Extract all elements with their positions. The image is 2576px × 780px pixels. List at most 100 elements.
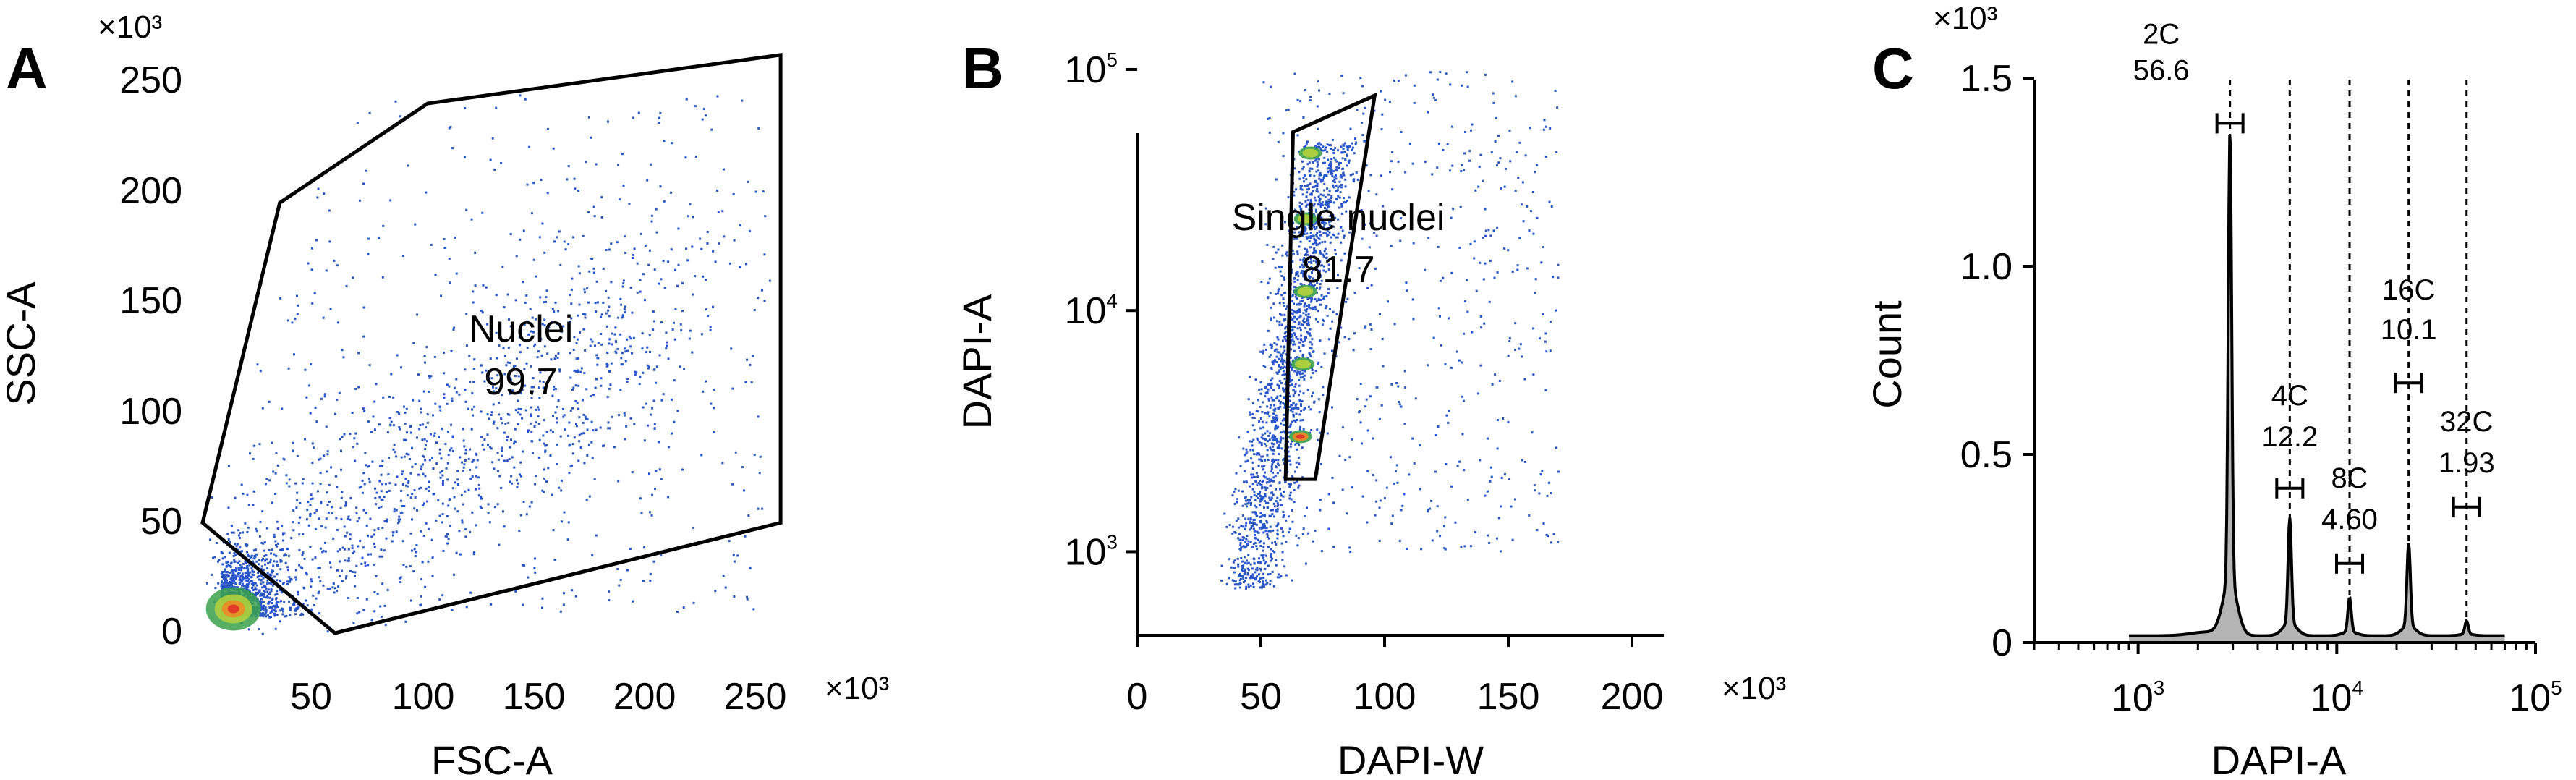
panel-a-y-ticks: 0 50 100 150 200 250 xyxy=(119,59,182,653)
event-dot xyxy=(594,302,597,305)
event-dot xyxy=(1264,486,1267,489)
event-dot xyxy=(629,548,632,550)
event-dot xyxy=(1474,189,1477,192)
event-dot xyxy=(1294,237,1296,240)
event-dot xyxy=(1521,181,1524,184)
event-dot xyxy=(1292,326,1295,328)
event-dot xyxy=(1251,467,1254,470)
event-dot xyxy=(1302,312,1305,315)
event-dot xyxy=(387,473,390,475)
event-dot xyxy=(1295,274,1298,276)
event-dot xyxy=(282,533,284,536)
event-dot xyxy=(264,607,267,609)
event-dot xyxy=(1261,420,1264,423)
event-dot xyxy=(590,338,592,341)
event-dot xyxy=(239,564,242,567)
event-dot xyxy=(1291,312,1293,315)
event-dot xyxy=(1257,399,1259,402)
event-dot xyxy=(267,561,270,564)
event-dot xyxy=(1319,205,1322,208)
event-dot xyxy=(252,589,255,591)
event-dot xyxy=(621,285,624,288)
event-dot xyxy=(1247,554,1250,556)
event-dot xyxy=(1296,466,1298,469)
event-dot xyxy=(231,581,234,584)
event-dot xyxy=(508,458,511,460)
event-dot xyxy=(1483,322,1486,325)
event-dot xyxy=(1259,405,1262,408)
event-dot xyxy=(1298,347,1301,349)
event-dot xyxy=(341,546,344,549)
event-dot xyxy=(1276,576,1279,579)
event-dot xyxy=(562,603,565,606)
event-dot xyxy=(501,266,504,268)
event-dot xyxy=(538,397,541,399)
event-dot xyxy=(276,573,279,576)
event-dot xyxy=(1291,520,1294,523)
event-dot xyxy=(419,604,422,607)
event-dot xyxy=(1298,211,1301,214)
panel-b-x-label: DAPI-W xyxy=(1338,737,1484,780)
event-dot xyxy=(1271,360,1274,363)
event-dot xyxy=(252,490,255,493)
event-dot xyxy=(1445,72,1448,75)
event-dot xyxy=(1270,552,1272,555)
event-dot xyxy=(1301,203,1304,205)
event-dot xyxy=(423,502,425,505)
event-dot xyxy=(486,376,489,378)
event-dot xyxy=(1267,459,1270,461)
event-dot xyxy=(1307,321,1310,324)
event-dot xyxy=(453,573,455,576)
event-dot xyxy=(600,313,603,316)
event-dot xyxy=(480,410,483,413)
event-dot xyxy=(304,368,307,371)
event-dot xyxy=(471,475,474,478)
event-dot xyxy=(464,490,467,493)
event-dot xyxy=(1262,455,1264,458)
event-dot xyxy=(434,402,437,405)
event-dot xyxy=(1280,313,1283,316)
event-dot xyxy=(1259,483,1262,486)
event-dot xyxy=(1278,380,1281,382)
event-dot xyxy=(438,405,441,408)
event-dot xyxy=(1321,221,1324,224)
event-dot xyxy=(234,554,237,556)
event-dot xyxy=(1289,491,1292,494)
event-dot xyxy=(1263,522,1266,525)
event-dot xyxy=(224,556,226,559)
event-dot xyxy=(652,310,655,313)
event-dot xyxy=(563,414,566,417)
event-dot xyxy=(424,444,427,446)
event-dot xyxy=(1530,210,1532,213)
event-dot xyxy=(577,370,579,373)
event-dot xyxy=(226,579,229,582)
event-dot xyxy=(1241,514,1244,517)
event-dot xyxy=(1479,315,1482,318)
event-dot xyxy=(1333,179,1336,181)
event-dot xyxy=(558,486,561,489)
event-dot xyxy=(398,520,401,523)
event-dot xyxy=(1308,161,1311,164)
event-dot xyxy=(1278,266,1280,268)
event-dot xyxy=(1254,512,1257,515)
event-dot xyxy=(1246,559,1248,562)
event-dot xyxy=(265,558,268,561)
event-dot xyxy=(653,320,656,323)
event-dot xyxy=(754,190,757,193)
event-dot xyxy=(1249,517,1252,520)
event-dot xyxy=(660,321,663,324)
event-dot xyxy=(1344,142,1346,145)
event-dot xyxy=(496,503,499,506)
event-dot xyxy=(276,614,279,616)
event-dot xyxy=(1504,167,1507,170)
event-dot xyxy=(1325,222,1327,225)
event-dot xyxy=(245,575,247,577)
event-dot xyxy=(230,569,233,572)
event-dot xyxy=(1237,517,1240,520)
event-dot xyxy=(439,471,442,474)
event-dot xyxy=(1304,253,1307,255)
event-dot xyxy=(1281,419,1284,422)
event-dot xyxy=(1262,580,1264,583)
event-dot xyxy=(349,496,352,499)
event-dot xyxy=(315,597,318,600)
